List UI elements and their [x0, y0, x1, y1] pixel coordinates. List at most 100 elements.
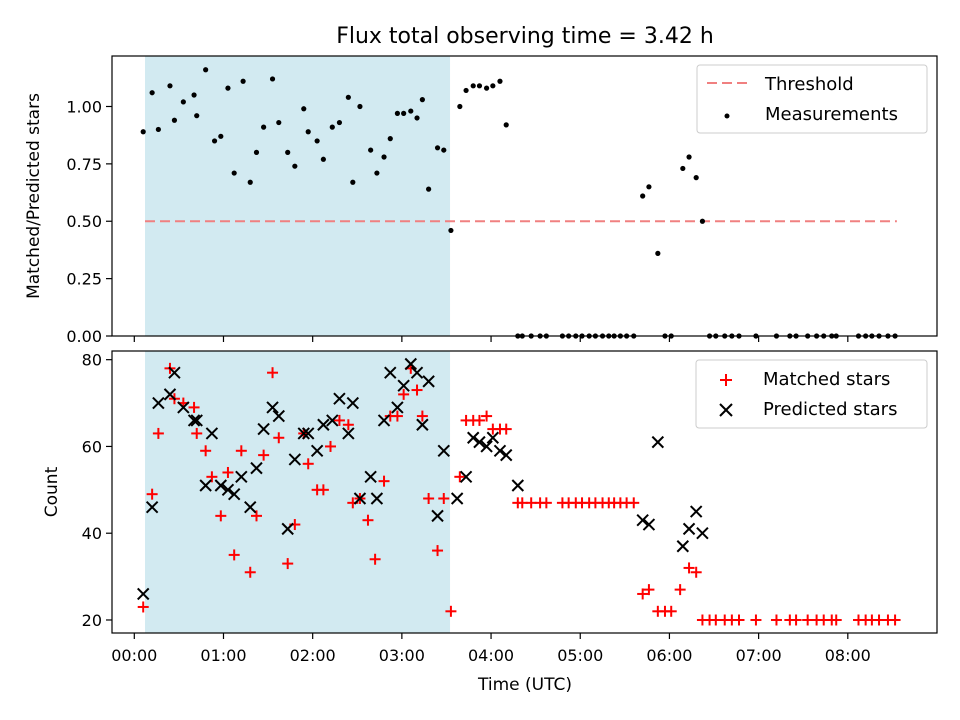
- bottom-legend-box: [695, 359, 928, 429]
- measurement-point: [345, 94, 351, 100]
- measurement-point: [655, 250, 661, 256]
- top-y-tick-label: 0.00: [66, 327, 102, 346]
- top-shaded-span: [145, 56, 451, 336]
- measurement-point: [149, 90, 155, 96]
- predicted-star-point: [437, 444, 450, 457]
- predicted-star-point: [310, 444, 324, 457]
- predicted-star-point: [416, 418, 429, 431]
- top-y-tick-label: 0.75: [66, 155, 102, 174]
- bottom-shaded-span: [145, 351, 451, 633]
- legend-measurements-label: Measurements: [765, 104, 898, 125]
- bottom-y-tick-label: 40: [82, 524, 102, 543]
- predicted-star-point: [450, 492, 464, 505]
- measurement-point: [301, 106, 307, 112]
- matched-star-point: [137, 601, 149, 613]
- predicted-star-point: [137, 587, 150, 601]
- matched-star-point: [790, 614, 802, 626]
- matched-star-point: [325, 440, 337, 452]
- matched-star-point: [206, 471, 218, 483]
- matched-star-point: [215, 510, 227, 522]
- matched-star-point: [244, 566, 256, 578]
- legend-predicted-swatch: [719, 403, 733, 417]
- matched-star-point: [191, 427, 203, 439]
- predicted-star-point: [404, 357, 417, 371]
- predicted-star-point: [431, 509, 444, 523]
- predicted-star-point: [364, 470, 377, 484]
- matched-star-point: [411, 384, 423, 396]
- predicted-star-point: [145, 500, 159, 514]
- predicted-star-point: [459, 470, 473, 484]
- bottom-y-axis-label: Count: [42, 466, 62, 517]
- predicted-star-point: [227, 487, 241, 501]
- x-tick-label: 05:00: [557, 646, 603, 665]
- predicted-star-point: [187, 414, 201, 427]
- measurement-point: [699, 218, 706, 224]
- matched-stars-series: [137, 362, 901, 626]
- measurement-point: [414, 115, 420, 121]
- legend-predicted-label: Predicted stars: [763, 399, 897, 420]
- measurement-point: [167, 83, 173, 89]
- matched-star-point: [333, 414, 345, 426]
- predicted-star-point: [266, 401, 279, 414]
- matched-star-point: [473, 414, 485, 426]
- predicted-star-point: [353, 492, 367, 505]
- measurement-point: [686, 154, 692, 160]
- measurement-point: [240, 78, 246, 84]
- matched-star-point: [416, 410, 428, 422]
- predicted-star-point: [384, 366, 397, 379]
- measurement-point: [381, 154, 387, 160]
- measurement-point: [285, 149, 291, 155]
- top-y-axis: 0.00 0.25 0.50 0.75 1.00: [66, 97, 112, 346]
- x-tick-label: 08:00: [825, 646, 871, 665]
- bottom-y-tick-label: 60: [82, 437, 102, 456]
- matched-star-point: [342, 419, 354, 431]
- measurement-point: [476, 83, 483, 89]
- matched-star-point: [152, 427, 164, 439]
- predicted-star-point: [168, 366, 181, 379]
- predicted-star-point: [302, 427, 315, 440]
- measurement-point: [140, 129, 146, 135]
- predicted-star-point: [257, 422, 270, 436]
- matched-star-point: [438, 493, 450, 505]
- matched-star-point: [391, 410, 403, 422]
- matched-star-point: [369, 553, 381, 565]
- predicted-star-point: [333, 392, 346, 405]
- legend-measurements-swatch: [724, 113, 730, 119]
- bottom-legend: Matched stars Predicted stars: [695, 359, 928, 429]
- predicted-star-point: [281, 522, 294, 536]
- measurement-point: [211, 138, 218, 144]
- predicted-star-point: [288, 453, 302, 466]
- matched-star-point: [643, 584, 655, 596]
- matched-star-point: [454, 471, 466, 483]
- predicted-star-point: [297, 427, 310, 440]
- predicted-star-point: [493, 444, 507, 457]
- matched-star-point: [540, 497, 552, 509]
- top-legend-box: [696, 64, 928, 134]
- measurement-point: [387, 136, 393, 142]
- measurement-point: [693, 175, 699, 181]
- matched-star-point: [830, 614, 842, 626]
- predicted-star-point: [250, 461, 263, 475]
- measurement-point: [646, 184, 652, 190]
- x-tick-label: 01:00: [200, 646, 246, 665]
- measurement-point: [457, 103, 463, 110]
- x-tick-label: 07:00: [736, 646, 782, 665]
- matched-star-point: [665, 605, 677, 617]
- measurement-point: [336, 119, 343, 126]
- matched-star-point: [690, 566, 702, 578]
- legend-matched-swatch: [720, 374, 732, 386]
- matched-star-point: [250, 510, 262, 522]
- predicted-star-point: [152, 396, 165, 410]
- predicted-star-point: [326, 414, 339, 427]
- matched-star-point: [222, 466, 234, 478]
- predicted-star-point: [696, 527, 709, 540]
- matched-star-point: [500, 423, 512, 435]
- predicted-star-point: [651, 435, 665, 449]
- matched-star-point: [200, 445, 212, 457]
- top-y-tick-label: 1.00: [66, 97, 102, 116]
- matched-star-point: [258, 449, 270, 461]
- predicted-star-point: [682, 522, 696, 536]
- x-tick-label: 00:00: [111, 646, 157, 665]
